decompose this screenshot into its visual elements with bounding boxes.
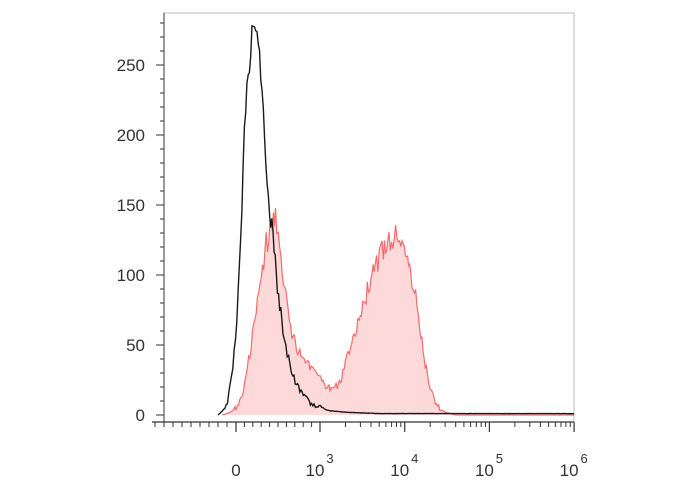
y-tick-label: 150 (117, 196, 145, 215)
y-tick-label: 100 (117, 266, 145, 285)
x-tick-label: 10 (475, 461, 494, 480)
x-tick-label: 0 (231, 461, 240, 480)
series-layer (217, 24, 575, 416)
x-tick-exponent: 3 (326, 451, 333, 466)
x-tick-exponent: 5 (496, 451, 503, 466)
x-tick-label: 10 (390, 461, 409, 480)
y-tick-label: 200 (117, 126, 145, 145)
x-tick-exponent: 6 (580, 451, 587, 466)
histogram-line-1 (217, 24, 575, 416)
x-tick-label: 10 (306, 461, 325, 480)
y-tick-label: 250 (117, 56, 145, 75)
x-tick-label: 10 (560, 461, 579, 480)
y-tick-label: 0 (136, 406, 145, 425)
histogram-line-0 (222, 207, 575, 416)
y-tick-label: 50 (126, 336, 145, 355)
histogram-fill-0 (222, 207, 575, 415)
x-tick-exponent: 4 (411, 451, 418, 466)
